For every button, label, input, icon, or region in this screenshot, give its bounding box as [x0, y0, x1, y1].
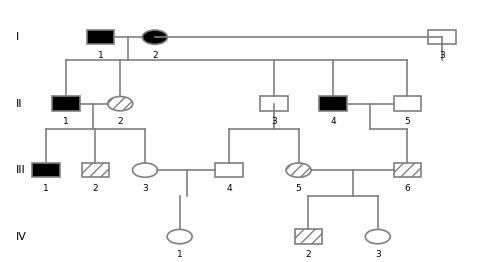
Text: 5: 5	[296, 184, 301, 193]
Text: 1: 1	[177, 250, 183, 259]
Ellipse shape	[142, 30, 167, 44]
Ellipse shape	[286, 163, 311, 177]
Text: 4: 4	[227, 184, 232, 193]
FancyBboxPatch shape	[87, 30, 115, 44]
Text: 3: 3	[375, 250, 380, 259]
FancyBboxPatch shape	[32, 163, 60, 177]
FancyBboxPatch shape	[393, 96, 421, 111]
FancyBboxPatch shape	[52, 96, 80, 111]
Ellipse shape	[108, 96, 133, 111]
Text: 1: 1	[98, 51, 103, 60]
Text: 1: 1	[43, 184, 49, 193]
Text: I: I	[16, 32, 19, 42]
Text: III: III	[16, 165, 26, 175]
FancyBboxPatch shape	[82, 163, 110, 177]
Text: 4: 4	[330, 117, 336, 126]
Ellipse shape	[132, 163, 157, 177]
Text: 3: 3	[271, 117, 276, 126]
FancyBboxPatch shape	[428, 30, 456, 44]
Text: II: II	[16, 99, 23, 109]
FancyBboxPatch shape	[294, 230, 322, 244]
Text: 2: 2	[93, 184, 98, 193]
Text: 3: 3	[439, 51, 445, 60]
Text: 3: 3	[142, 184, 148, 193]
FancyBboxPatch shape	[260, 96, 288, 111]
Ellipse shape	[365, 230, 390, 244]
Text: 2: 2	[118, 117, 123, 126]
Text: IV: IV	[16, 232, 27, 242]
Text: 2: 2	[306, 250, 311, 259]
FancyBboxPatch shape	[393, 163, 421, 177]
FancyBboxPatch shape	[319, 96, 347, 111]
Text: 5: 5	[404, 117, 410, 126]
Text: 2: 2	[152, 51, 158, 60]
Ellipse shape	[167, 230, 192, 244]
Text: 1: 1	[63, 117, 69, 126]
FancyBboxPatch shape	[215, 163, 243, 177]
Text: 6: 6	[404, 184, 410, 193]
